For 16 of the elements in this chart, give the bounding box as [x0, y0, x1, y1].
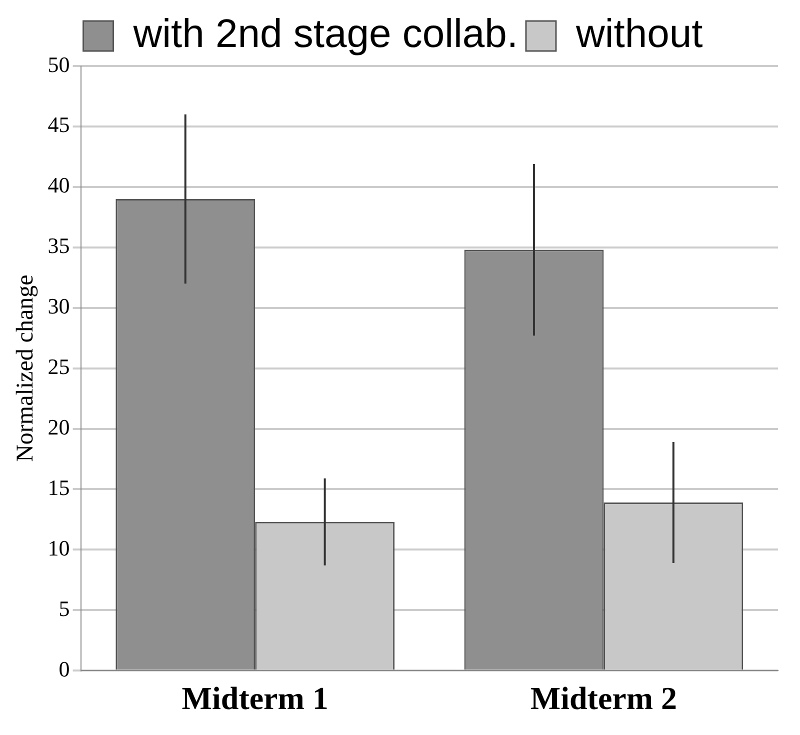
y-tick-label: 30	[48, 294, 70, 319]
y-tick-label: 15	[48, 475, 70, 500]
y-tick-label: 0	[58, 656, 70, 682]
legend-label: with 2nd stage collab.	[132, 12, 518, 56]
y-tick-label: 45	[48, 112, 70, 138]
y-tick-label: 40	[48, 172, 70, 198]
y-tick-label: 10	[48, 535, 70, 560]
y-tick-label: 50	[48, 52, 70, 77]
legend-label: without	[574, 12, 703, 56]
y-axis-title: Normalized change	[12, 274, 39, 462]
y-tick-label: 25	[48, 354, 70, 380]
y-tick-label: 5	[58, 596, 70, 621]
y-tick-label: 35	[48, 233, 70, 258]
x-tick-label: Midterm 2	[530, 680, 678, 716]
y-tick-label: 20	[48, 414, 70, 440]
x-tick-label: Midterm 1	[182, 680, 328, 716]
